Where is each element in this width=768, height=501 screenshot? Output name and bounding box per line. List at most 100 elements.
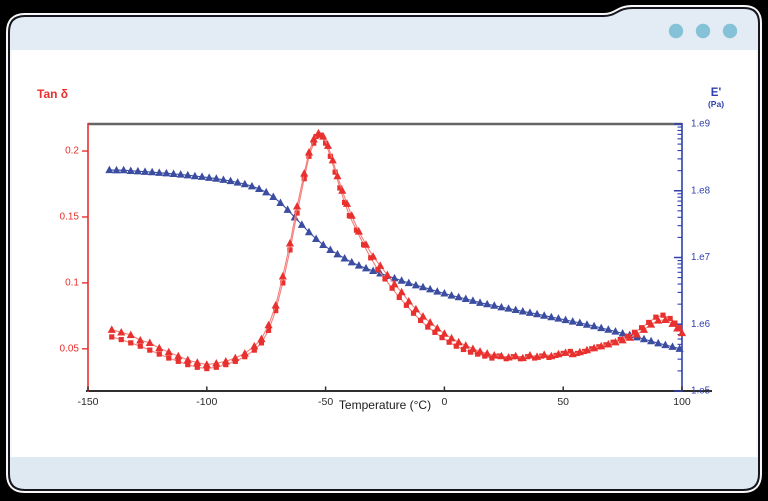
marker-tan-delta-run2-squares	[118, 336, 124, 343]
marker-tan-delta-run1-triangles	[333, 171, 342, 180]
marker-tan-delta-run2-squares	[403, 302, 409, 308]
marker-tan-delta-run2-squares	[624, 333, 630, 339]
marker-tan-delta-run1-triangles	[342, 199, 352, 207]
marker-tan-delta-run2-squares	[194, 364, 200, 370]
marker-tan-delta-run1-triangles	[461, 341, 470, 349]
marker-tan-delta-run2-squares	[332, 169, 338, 175]
marker-tan-delta-run1-triangles	[525, 351, 534, 359]
marker-tan-delta-run2-squares	[677, 325, 683, 331]
window-control-dot[interactable]	[722, 23, 738, 39]
marker-tan-delta-run1-triangles	[164, 347, 173, 356]
marker-storage-modulus-e-prime	[639, 334, 649, 343]
marker-storage-modulus-e-prime	[525, 308, 534, 316]
marker-tan-delta-run2-squares	[287, 247, 293, 253]
marker-tan-delta-run2-squares	[342, 199, 348, 206]
left-tick-label: 0.2	[65, 146, 79, 157]
marker-storage-modulus-e-prime	[575, 318, 584, 326]
marker-tan-delta-run1-triangles	[404, 297, 413, 305]
marker-tan-delta-run1-triangles	[475, 347, 485, 355]
marker-tan-delta-run1-triangles	[611, 337, 620, 346]
marker-tan-delta-run1-triangles	[126, 330, 135, 339]
marker-storage-modulus-e-prime	[475, 298, 485, 306]
marker-storage-modulus-e-prime	[312, 234, 321, 243]
marker-tan-delta-run2-squares	[617, 336, 623, 343]
marker-tan-delta-run2-squares	[382, 276, 388, 282]
marker-tan-delta-run2-squares	[337, 185, 343, 191]
marker-storage-modulus-e-prime	[169, 169, 178, 178]
marker-tan-delta-run2-squares	[610, 339, 616, 345]
marker-tan-delta-run1-triangles	[285, 238, 295, 247]
marker-tan-delta-run1-triangles	[397, 287, 406, 296]
marker-storage-modulus-e-prime	[654, 338, 663, 347]
marker-tan-delta-run1-triangles	[447, 333, 456, 342]
marker-tan-delta-run2-squares	[631, 329, 638, 335]
marker-tan-delta-run2-squares	[147, 347, 153, 353]
marker-tan-delta-run2-squares	[453, 343, 459, 349]
marker-storage-modulus-e-prime	[661, 340, 670, 349]
marker-storage-modulus-e-prime	[447, 291, 456, 299]
marker-tan-delta-run2-squares	[446, 339, 452, 345]
marker-tan-delta-run1-triangles	[540, 350, 549, 358]
marker-tan-delta-run2-squares	[375, 267, 381, 273]
marker-storage-modulus-e-prime	[504, 304, 513, 312]
marker-tan-delta-run2-squares	[311, 140, 317, 146]
marker-tan-delta-run1-triangles	[278, 271, 287, 280]
marker-tan-delta-run1-triangles	[309, 134, 318, 143]
marker-storage-modulus-e-prime	[397, 276, 406, 284]
marker-storage-modulus-e-prime	[675, 344, 684, 352]
marker-tan-delta-run2-squares	[185, 362, 191, 368]
window-outline	[8, 7, 760, 491]
marker-tan-delta-run1-triangles	[264, 320, 273, 329]
marker-tan-delta-run1-triangles	[323, 141, 333, 149]
marker-storage-modulus-e-prime	[361, 263, 371, 272]
marker-tan-delta-run2-squares	[418, 317, 424, 324]
marker-storage-modulus-e-prime	[497, 302, 506, 311]
marker-storage-modulus-e-prime	[319, 240, 328, 248]
marker-tan-delta-run1-triangles	[625, 333, 634, 341]
marker-tan-delta-run2-squares	[232, 358, 238, 364]
marker-storage-modulus-e-prime	[618, 329, 627, 337]
marker-tan-delta-run2-squares	[460, 346, 467, 353]
marker-tan-delta-run2-squares	[660, 312, 666, 318]
marker-storage-modulus-e-prime	[490, 301, 499, 309]
right-tick-label: 1.e6	[691, 319, 711, 330]
marker-storage-modulus-e-prime	[162, 168, 171, 177]
marker-tan-delta-run1-triangles	[338, 186, 347, 194]
window-control-dot[interactable]	[695, 23, 711, 39]
marker-tan-delta-run2-squares	[396, 294, 402, 300]
marker-storage-modulus-e-prime	[340, 254, 349, 262]
marker-storage-modulus-e-prime	[590, 321, 599, 330]
marker-storage-modulus-e-prime	[404, 278, 413, 287]
marker-tan-delta-run1-triangles	[561, 348, 570, 356]
marker-tan-delta-run2-squares	[353, 227, 360, 233]
right-axis-unit: (Pa)	[707, 99, 725, 110]
marker-tan-delta-run1-triangles	[490, 351, 499, 359]
window-control-dot[interactable]	[668, 23, 684, 39]
marker-storage-modulus-e-prime	[126, 166, 135, 174]
marker-tan-delta-run1-triangles	[347, 211, 356, 219]
marker-storage-modulus-e-prime	[426, 284, 435, 293]
right-tick-label: 1.e9	[691, 119, 710, 130]
marker-storage-modulus-e-prime	[155, 168, 164, 176]
marker-storage-modulus-e-prime	[219, 175, 228, 183]
marker-storage-modulus-e-prime	[568, 317, 577, 325]
marker-tan-delta-run2-squares	[213, 364, 219, 370]
marker-tan-delta-run2-squares	[306, 153, 312, 159]
marker-storage-modulus-e-prime	[226, 176, 235, 185]
marker-tan-delta-run2-squares	[646, 319, 652, 326]
marker-tan-delta-run2-squares	[346, 213, 352, 219]
right-tick-label: 1.e8	[691, 185, 711, 196]
marker-tan-delta-run1-triangles	[304, 148, 314, 156]
marker-tan-delta-run2-squares	[258, 340, 265, 346]
marker-tan-delta-run1-triangles	[468, 344, 477, 352]
marker-tan-delta-run2-squares	[251, 347, 257, 353]
marker-tan-delta-run1-triangles	[518, 353, 527, 362]
marker-tan-delta-run1-triangles	[240, 349, 249, 357]
x-tick-label: -100	[196, 396, 217, 408]
marker-storage-modulus-e-prime	[304, 227, 314, 236]
marker-storage-modulus-e-prime	[647, 336, 656, 345]
marker-tan-delta-run1-triangles	[145, 338, 154, 347]
marker-tan-delta-run1-triangles	[411, 304, 420, 313]
